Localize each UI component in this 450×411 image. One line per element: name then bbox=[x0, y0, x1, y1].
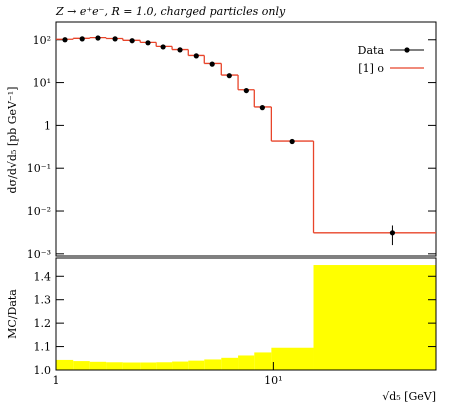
x-tick-label: 1 bbox=[53, 374, 60, 387]
ratio-band bbox=[73, 361, 90, 370]
y-tick-label: 10⁻¹ bbox=[27, 162, 51, 175]
ratio-band bbox=[56, 359, 74, 370]
ratio-band bbox=[106, 362, 123, 370]
data-point bbox=[62, 37, 68, 43]
ratio-band bbox=[238, 355, 255, 370]
data-point bbox=[112, 36, 118, 42]
y-tick-label: 1.0 bbox=[34, 364, 52, 377]
ratio-band bbox=[140, 362, 157, 370]
data-point bbox=[389, 230, 396, 236]
data-point bbox=[209, 61, 215, 67]
ratio-band bbox=[313, 265, 436, 370]
data-point bbox=[160, 44, 166, 50]
y-tick-label: 1.1 bbox=[34, 341, 52, 354]
legend-swatch bbox=[404, 47, 410, 53]
data-point bbox=[259, 105, 265, 111]
ratio-band bbox=[271, 347, 314, 370]
ratio-band bbox=[188, 360, 205, 370]
plot-frame bbox=[55, 21, 437, 257]
ratio-band bbox=[204, 359, 222, 370]
y-tick-label: 10⁻² bbox=[27, 205, 51, 218]
y-tick-label: 1.2 bbox=[34, 317, 52, 330]
data-point bbox=[79, 36, 85, 42]
chart-title: Z → e⁺e⁻, R = 1.0, charged particles onl… bbox=[55, 5, 286, 18]
ratio-band bbox=[89, 361, 107, 370]
y-tick-label: 1 bbox=[44, 119, 51, 132]
y-tick-label: 10² bbox=[33, 34, 51, 47]
data-point bbox=[243, 87, 249, 94]
data-point bbox=[193, 53, 199, 59]
legend-label: [1] o bbox=[358, 62, 384, 75]
x-axis-label: √d₅ [GeV] bbox=[382, 390, 436, 403]
x-tick-label: 10¹ bbox=[264, 374, 282, 387]
y-axis-label: dσ/d√d₅ [pb GeV⁻¹] bbox=[6, 87, 19, 194]
data-point bbox=[226, 73, 232, 79]
ratio-band bbox=[156, 362, 173, 370]
data-point bbox=[289, 138, 295, 145]
data-point bbox=[129, 38, 135, 44]
ratio-band bbox=[122, 362, 141, 370]
y-axis-label: MC/Data bbox=[6, 289, 19, 339]
y-tick-label: 10¹ bbox=[33, 77, 51, 90]
y-tick-label: 10⁻³ bbox=[27, 248, 51, 261]
ratio-band bbox=[221, 357, 239, 370]
plot-frame bbox=[55, 257, 437, 371]
data-point bbox=[145, 40, 151, 46]
ratio-band bbox=[172, 361, 189, 370]
ratio-band bbox=[254, 352, 272, 370]
y-tick-label: 1.4 bbox=[34, 270, 52, 283]
y-tick-label: 1.3 bbox=[34, 294, 52, 307]
legend-label: Data bbox=[358, 44, 385, 57]
data-point bbox=[177, 47, 183, 53]
data-point bbox=[95, 35, 101, 41]
